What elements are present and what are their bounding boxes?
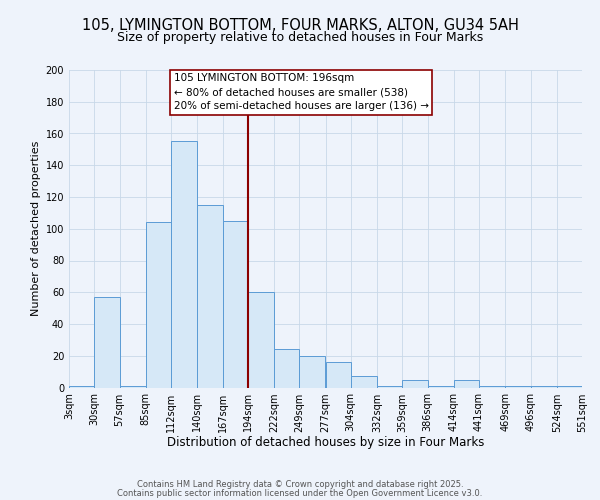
- Text: Contains HM Land Registry data © Crown copyright and database right 2025.: Contains HM Land Registry data © Crown c…: [137, 480, 463, 489]
- Text: Size of property relative to detached houses in Four Marks: Size of property relative to detached ho…: [117, 31, 483, 44]
- Bar: [377, 386, 402, 388]
- Bar: [69, 386, 94, 388]
- Text: 105, LYMINGTON BOTTOM, FOUR MARKS, ALTON, GU34 5AH: 105, LYMINGTON BOTTOM, FOUR MARKS, ALTON…: [82, 18, 518, 32]
- Bar: [505, 386, 530, 388]
- Text: Contains public sector information licensed under the Open Government Licence v3: Contains public sector information licen…: [118, 488, 482, 498]
- Bar: [402, 380, 428, 388]
- Bar: [582, 384, 600, 388]
- Bar: [351, 376, 377, 388]
- Bar: [171, 142, 197, 388]
- Bar: [530, 386, 557, 388]
- Bar: [197, 205, 223, 388]
- Text: 105 LYMINGTON BOTTOM: 196sqm
← 80% of detached houses are smaller (538)
20% of s: 105 LYMINGTON BOTTOM: 196sqm ← 80% of de…: [174, 73, 429, 111]
- Bar: [454, 380, 479, 388]
- Y-axis label: Number of detached properties: Number of detached properties: [31, 141, 41, 316]
- Bar: [299, 356, 325, 388]
- Bar: [119, 386, 146, 388]
- X-axis label: Distribution of detached houses by size in Four Marks: Distribution of detached houses by size …: [167, 436, 484, 449]
- Bar: [557, 386, 582, 388]
- Bar: [325, 362, 351, 388]
- Bar: [428, 386, 454, 388]
- Bar: [248, 292, 274, 388]
- Bar: [479, 386, 505, 388]
- Bar: [94, 297, 119, 388]
- Bar: [223, 221, 248, 388]
- Bar: [274, 350, 299, 388]
- Bar: [146, 222, 171, 388]
